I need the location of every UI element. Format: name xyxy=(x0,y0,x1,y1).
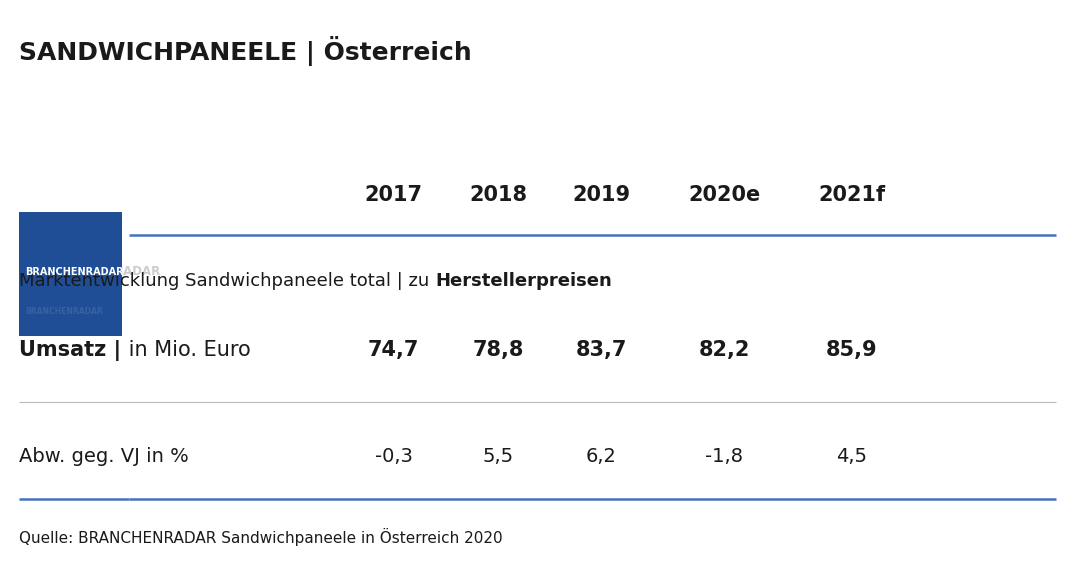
Text: 2018: 2018 xyxy=(469,185,527,205)
Text: 2021f: 2021f xyxy=(818,185,885,205)
Text: 85,9: 85,9 xyxy=(826,340,877,360)
Text: Herstellerpreisen: Herstellerpreisen xyxy=(436,272,612,290)
Text: 83,7: 83,7 xyxy=(576,340,627,360)
Text: 78,8: 78,8 xyxy=(472,340,524,360)
Text: SANDWICHPANEELE | Österreich: SANDWICHPANEELE | Österreich xyxy=(19,36,472,65)
Text: in Mio. Euro: in Mio. Euro xyxy=(122,340,250,360)
Text: RADAR: RADAR xyxy=(115,265,162,278)
Text: -0,3: -0,3 xyxy=(374,447,413,466)
Text: 4,5: 4,5 xyxy=(837,447,867,466)
Text: Abw. geg. VJ in %: Abw. geg. VJ in % xyxy=(19,447,189,466)
Text: 2019: 2019 xyxy=(572,185,631,205)
Text: Umsatz |: Umsatz | xyxy=(19,340,122,360)
FancyBboxPatch shape xyxy=(19,212,122,336)
Text: BRANCHENRADAR: BRANCHENRADAR xyxy=(25,266,123,277)
Text: 2020e: 2020e xyxy=(688,185,761,205)
Text: Marktentwicklung Sandwichpaneele total | zu: Marktentwicklung Sandwichpaneele total |… xyxy=(19,272,436,290)
Text: 5,5: 5,5 xyxy=(483,447,513,466)
Text: 6,2: 6,2 xyxy=(586,447,617,466)
Text: -1,8: -1,8 xyxy=(705,447,744,466)
Text: 74,7: 74,7 xyxy=(368,340,419,360)
Text: BRANCHENRADAR: BRANCHENRADAR xyxy=(25,307,102,316)
Text: Quelle: BRANCHENRADAR Sandwichpaneele in Österreich 2020: Quelle: BRANCHENRADAR Sandwichpaneele in… xyxy=(19,528,503,546)
Text: 2017: 2017 xyxy=(364,185,423,205)
Text: 82,2: 82,2 xyxy=(699,340,750,360)
